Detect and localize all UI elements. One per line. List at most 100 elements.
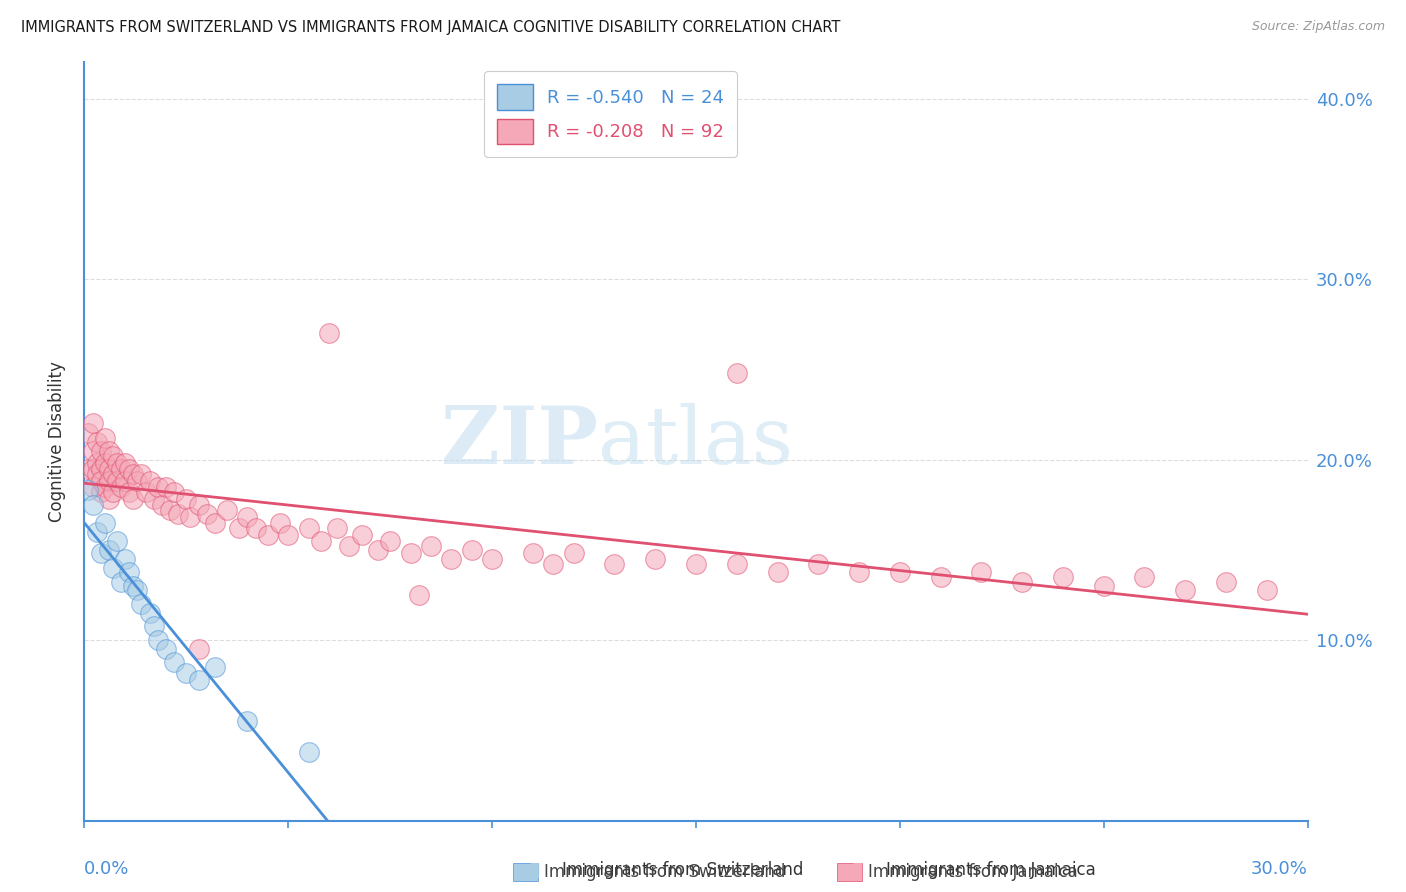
Point [245,521,267,535]
Text: Immigrants from Switzerland: Immigrants from Switzerland [562,861,804,879]
Text: IMMIGRANTS FROM SWITZERLAND VS IMMIGRANTS FROM JAMAICA COGNITIVE DISABILITY CORR: IMMIGRANTS FROM SWITZERLAND VS IMMIGRANT… [21,20,841,35]
Point [318,326,340,341]
Text: ⬜: ⬜ [852,861,863,879]
Point [159,503,181,517]
Point [86,467,108,481]
Point [163,655,186,669]
Point [326,521,349,535]
Point [350,528,373,542]
Point [1215,575,1237,590]
Point [543,558,565,572]
Point [77,461,100,475]
Point [440,552,463,566]
Point [187,673,209,687]
Text: Immigrants from Jamaica: Immigrants from Jamaica [886,861,1095,879]
Point [204,516,226,530]
Point [93,456,115,470]
Text: Immigrants from Switzerland: Immigrants from Switzerland [544,863,786,881]
Point [725,558,748,572]
Point [131,467,153,481]
Point [118,565,141,579]
Point [179,510,201,524]
Point [929,570,952,584]
Point [90,443,112,458]
Point [97,492,120,507]
Point [766,565,789,579]
Point [127,475,149,489]
Point [562,546,585,560]
Point [101,467,124,481]
Point [187,498,209,512]
Point [114,552,136,566]
Text: 30.0%: 30.0% [1251,860,1308,878]
Point [131,597,153,611]
Text: Source: ZipAtlas.com: Source: ZipAtlas.com [1251,20,1385,33]
Point [101,485,124,500]
Point [298,521,321,535]
Point [298,745,321,759]
Point [105,475,128,489]
Point [644,552,666,566]
Point [110,575,132,590]
Point [522,546,544,560]
Point [77,483,100,498]
Point [461,542,484,557]
Point [399,546,422,560]
Point [86,524,108,539]
Point [86,434,108,449]
Point [1092,579,1115,593]
Point [138,475,160,489]
Point [380,533,402,548]
Point [122,467,145,481]
Point [110,461,132,475]
Point [114,456,136,470]
Point [97,461,120,475]
Point [1256,582,1278,597]
Point [155,480,177,494]
Point [105,533,128,548]
Point [122,492,145,507]
Point [187,642,209,657]
Point [236,714,259,729]
Point [142,618,165,632]
Point [77,425,100,440]
Point [269,516,291,530]
Point [195,507,218,521]
Point [367,542,389,557]
Point [309,533,332,548]
Text: ⬜: ⬜ [529,861,540,879]
Point [603,558,626,572]
Point [101,561,124,575]
Point [118,485,141,500]
Point [481,552,503,566]
Point [90,475,112,489]
Point [725,366,748,380]
Point [93,480,115,494]
Point [101,449,124,463]
Point [122,579,145,593]
Point [82,417,104,431]
Point [97,443,120,458]
Point [146,633,169,648]
Point [82,480,104,494]
Point [204,660,226,674]
Point [174,492,197,507]
Point [90,461,112,475]
Point [236,510,259,524]
Point [105,456,128,470]
Point [277,528,299,542]
Point [90,485,112,500]
Point [420,539,443,553]
Point [142,492,165,507]
Legend: R = -0.540   N = 24, R = -0.208   N = 92: R = -0.540 N = 24, R = -0.208 N = 92 [484,71,737,157]
Point [408,588,430,602]
Point [118,461,141,475]
Point [889,565,911,579]
Point [127,582,149,597]
Point [1133,570,1156,584]
Point [110,480,132,494]
Point [848,565,870,579]
Point [97,475,120,489]
Text: 0.0%: 0.0% [84,860,129,878]
Point [138,606,160,620]
